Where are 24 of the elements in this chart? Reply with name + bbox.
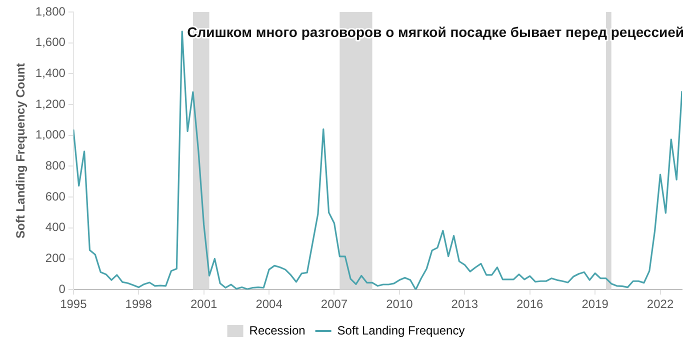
- text: Слишком много разговоров о мягкой посадке бывает перед рецессией: [187, 24, 684, 40]
- y-tick-label: 200: [45, 251, 66, 266]
- x-tick-label: 2013: [451, 297, 478, 312]
- y-tick-label: 1,200: [35, 96, 66, 111]
- y-tick-label: 400: [45, 220, 66, 234]
- y-tick-label: 1,000: [35, 128, 66, 142]
- y-tick-label: 0: [58, 282, 66, 296]
- x-tick-label: 2010: [386, 297, 414, 312]
- x-tick-label: 2022: [646, 297, 674, 312]
- x-tick-label: 2001: [190, 297, 218, 312]
- x-tick-label: 2016: [516, 297, 544, 312]
- x-tick-label: 2019: [582, 297, 609, 312]
- y-tick-label: 600: [45, 189, 66, 204]
- x-tick-label: 1995: [60, 297, 88, 312]
- legend-label: Recession: [249, 323, 306, 338]
- x-tick-label: 2007: [320, 297, 348, 312]
- y-tick-label: 800: [45, 158, 66, 173]
- legend-label: Soft Landing Frequency: [337, 323, 465, 338]
- y-tick-label: 1,400: [35, 66, 66, 80]
- x-tick-label: 2004: [256, 297, 283, 312]
- y-tick-label: 1,600: [35, 35, 66, 50]
- y-axis-title: Soft Landing Frequency Count: [14, 63, 28, 238]
- x-tick-label: 1998: [125, 297, 152, 312]
- y-tick-label: 1,800: [35, 4, 66, 18]
